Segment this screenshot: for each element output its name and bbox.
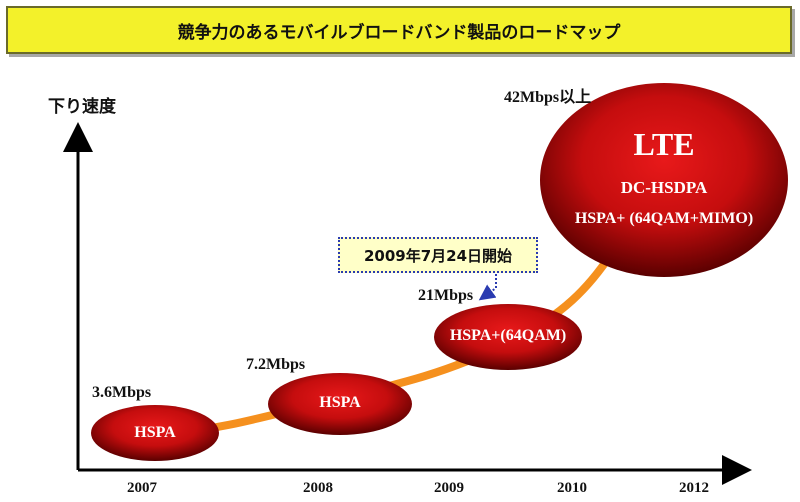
bubble-label-hspa-plus-mimo: HSPA+ (64QAM+MIMO) (574, 210, 754, 227)
bubble-2010 (540, 83, 788, 277)
year-2008: 2008 (303, 480, 333, 496)
bubble-label-2009: HSPA+(64QAM) (449, 327, 567, 344)
launch-date-callout: 2009年7月24日開始 (338, 237, 538, 273)
year-2007: 2007 (127, 480, 157, 496)
year-2010: 2010 (557, 480, 587, 496)
speed-label-2010: 42Mbps以上 (504, 89, 592, 106)
bubble-label-2007: HSPA (134, 424, 176, 441)
bubble-2009 (434, 304, 582, 370)
year-2009: 2009 (434, 480, 464, 496)
speed-label-2008: 7.2Mbps (246, 356, 306, 373)
callout-text: 2009年7月24日開始 (363, 246, 513, 265)
bubble-2008 (268, 373, 412, 435)
bubble-label-2008: HSPA (319, 394, 361, 411)
bubble-2007 (91, 405, 219, 461)
bubble-label-lte: LTE (633, 126, 695, 162)
y-axis-label: 下り速度 (48, 97, 116, 117)
callout-arrow (478, 274, 497, 301)
year-2012: 2012 (679, 480, 709, 496)
bubble-label-dc-hsdpa: DC-HSDPA (620, 178, 708, 197)
page-title: 競争力のあるモバイルブロードバンド製品のロードマップ (177, 22, 621, 43)
speed-label-2009: 21Mbps (418, 287, 474, 304)
growth-curve (146, 236, 624, 440)
speed-label-2007: 3.6Mbps (92, 384, 152, 401)
title-banner: 競争力のあるモバイルブロードバンド製品のロードマップ (6, 6, 792, 54)
